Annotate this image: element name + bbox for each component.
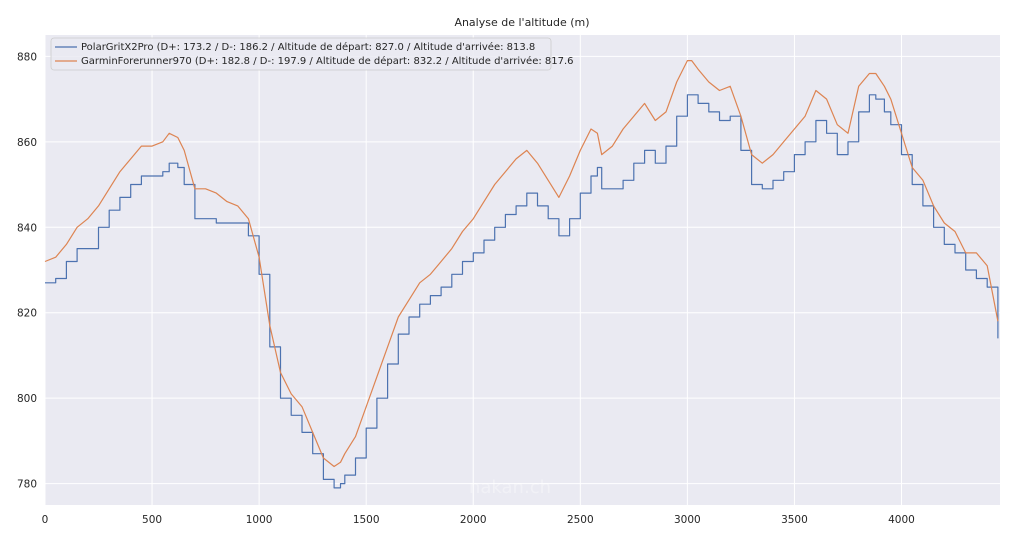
legend-label-polar: PolarGritX2Pro (D+: 173.2 / D-: 186.2 / … <box>81 41 535 53</box>
y-tick-label: 860 <box>17 137 37 149</box>
x-axis-ticks: 0 500 1000 1500 2000 2500 3000 3500 4000 <box>42 514 915 526</box>
legend-box <box>50 37 552 71</box>
legend: PolarGritX2Pro (D+: 173.2 / D-: 186.2 / … <box>50 37 574 71</box>
series-line-garmin <box>44 60 999 468</box>
x-tick-label: 1000 <box>246 514 273 526</box>
y-tick-label: 780 <box>17 479 37 491</box>
x-tick-label: 500 <box>142 514 162 526</box>
y-tick-label: 800 <box>17 393 37 405</box>
x-tick-label: 1500 <box>353 514 380 526</box>
x-tick-label: 3500 <box>781 514 808 526</box>
grid-lines <box>44 35 1000 505</box>
y-axis-ticks: 780 800 820 840 860 880 <box>17 51 37 490</box>
y-tick-label: 820 <box>17 308 37 320</box>
watermark: nakan.ch <box>469 477 551 498</box>
plot-area-background <box>45 35 1000 505</box>
x-tick-label: 4000 <box>888 514 915 526</box>
x-tick-label: 0 <box>42 514 49 526</box>
x-tick-label: 3000 <box>674 514 701 526</box>
chart-title: Analyse de l'altitude (m) <box>454 16 589 29</box>
y-tick-label: 880 <box>17 51 37 63</box>
legend-label-garmin: GarminForerunner970 (D+: 182.8 / D-: 197… <box>81 55 574 67</box>
series-lines <box>44 60 999 489</box>
series-line-polar <box>45 94 999 489</box>
x-tick-label: 2000 <box>460 514 487 526</box>
x-tick-label: 2500 <box>567 514 594 526</box>
y-tick-label: 840 <box>17 222 37 234</box>
